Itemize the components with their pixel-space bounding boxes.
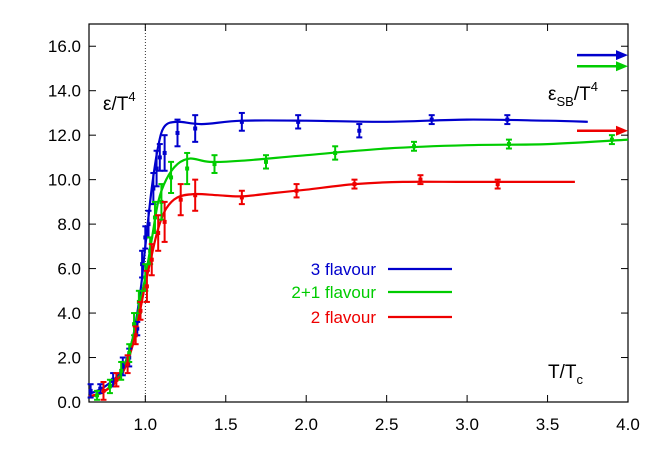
- sb-limit-label-tail: /T: [574, 84, 591, 105]
- two-plus-one-flavour-data-point: [143, 275, 148, 280]
- three-flavour-sb-arrow-head: [616, 50, 628, 61]
- three-flavour-data-point: [175, 130, 180, 135]
- three-flavour-data-point: [193, 126, 198, 131]
- x-tick-label: 2.0: [294, 415, 318, 434]
- two-plus-one-flavour-data-point: [333, 150, 338, 155]
- two-flavour-data-point: [178, 197, 183, 202]
- legend: 3 flavour 2+1 flavour 2 flavour: [291, 260, 452, 327]
- two-flavour-data-point: [125, 362, 130, 367]
- two-flavour-data-point: [149, 257, 154, 262]
- two-plus-one-flavour-data-point: [212, 162, 217, 167]
- y-axis-label: ε/T4: [103, 89, 136, 115]
- x-tick-label: 4.0: [616, 415, 640, 434]
- three-flavour-data-point: [140, 262, 145, 267]
- three-flavour-data-point: [357, 128, 362, 133]
- two-plus-one-flavour-data-point: [132, 322, 137, 327]
- two-flavour-sb-arrow-head: [616, 125, 628, 136]
- three-flavour-data-point: [111, 377, 116, 382]
- x-tick-label: 3.5: [536, 415, 560, 434]
- two-plus-one-flavour-data-point: [95, 393, 100, 398]
- sb-limit-label-sub: SB: [556, 94, 573, 109]
- x-tick-label: 2.5: [375, 415, 399, 434]
- y-tick-label: 0.0: [57, 393, 81, 412]
- points-group: [87, 111, 615, 401]
- y-tick-label: 2.0: [57, 349, 81, 368]
- three-flavour-legend-label: 3 flavour: [311, 260, 377, 279]
- two-plus-one-flavour-data-point: [107, 384, 112, 389]
- y-tick-label: 6.0: [57, 260, 81, 279]
- three-flavour-data-point: [120, 364, 125, 369]
- two-plus-one-flavour-data-point: [412, 144, 417, 149]
- two-flavour-data-point: [156, 231, 161, 236]
- sb-arrows-group: [577, 50, 628, 136]
- three-flavour-data-point: [151, 186, 156, 191]
- three-flavour-data-point: [239, 119, 244, 124]
- x-tick-label: 1.5: [214, 415, 238, 434]
- x-tick-label: 3.0: [455, 415, 479, 434]
- two-plus-one-flavour-data-point: [127, 351, 132, 356]
- plot-frame: [88, 23, 629, 403]
- plot-frame-group: [88, 23, 629, 403]
- two-flavour-data-point: [294, 188, 299, 193]
- y-axis-label-sup: 4: [128, 89, 135, 104]
- three-flavour-data-point: [162, 150, 167, 155]
- three-flavour-data-point: [429, 117, 434, 122]
- two-plus-one-flavour-data-point: [148, 248, 153, 253]
- three-flavour-data-point: [157, 155, 162, 160]
- ticks-group: 1.0 1.5 2.0 2.5 3.0 3.5 4.0 0.0 2.0 4.0 6.0 8.0 10.0…: [48, 24, 640, 434]
- two-plus-one-flavour-data-point: [263, 159, 268, 164]
- y-tick-label: 10.0: [48, 171, 81, 190]
- y-tick-label: 14.0: [48, 82, 81, 101]
- two-flavour-curve: [88, 180, 575, 398]
- three-flavour-data-point: [154, 166, 159, 171]
- x-axis-label-main: T/T: [548, 362, 577, 383]
- two-plus-one-flavour-data-point: [152, 215, 157, 220]
- two-plus-one-flavour-data-point: [185, 166, 190, 171]
- two-plus-one-flavour-data-point: [169, 175, 174, 180]
- y-tick-label: 12.0: [48, 126, 81, 145]
- two-flavour-data-point: [495, 182, 500, 187]
- three-flavour-data-point: [143, 235, 148, 240]
- two-flavour-legend-label: 2 flavour: [311, 308, 377, 327]
- three-flavour-data-point: [135, 326, 140, 331]
- sb-limit-label-main: ε: [548, 84, 557, 105]
- y-tick-label: 8.0: [57, 215, 81, 234]
- y-tick-label: 4.0: [57, 304, 81, 323]
- two-plus-one-flavour-data-point: [609, 137, 614, 142]
- two-plus-one-flavour-data-point: [506, 142, 511, 147]
- x-axis-label: T/Tc: [548, 362, 584, 387]
- two-flavour-data-point: [144, 284, 149, 289]
- two-flavour-data-point: [239, 195, 244, 200]
- two-flavour-data-point: [101, 388, 106, 393]
- three-flavour-data-point: [296, 119, 301, 124]
- three-flavour-data-point: [98, 386, 103, 391]
- two-flavour-data-point: [352, 182, 357, 187]
- two-flavour-data-point: [193, 193, 198, 198]
- sb-limit-label: εSB/T4: [548, 79, 598, 109]
- two-plus-one-flavour-sb-arrow-head: [616, 61, 628, 72]
- two-plus-one-flavour-legend-label: 2+1 flavour: [291, 283, 376, 302]
- x-tick-label: 1.0: [133, 415, 157, 434]
- two-flavour-data-point: [162, 219, 167, 224]
- y-tick-label: 16.0: [48, 37, 81, 56]
- x-axis-label-sub: c: [577, 372, 584, 387]
- sb-limit-label-sup: 4: [591, 79, 598, 94]
- two-flavour-data-point: [133, 333, 138, 338]
- two-flavour-data-point: [418, 177, 423, 182]
- three-flavour-data-point: [146, 222, 151, 227]
- two-plus-one-flavour-data-point: [119, 368, 124, 373]
- two-flavour-data-point: [138, 308, 143, 313]
- two-plus-one-flavour-data-point: [159, 199, 164, 204]
- three-flavour-data-point: [88, 388, 93, 393]
- three-flavour-data-point: [505, 117, 510, 122]
- y-axis-label-main: ε/T: [103, 94, 129, 115]
- two-flavour-data-point: [114, 377, 119, 382]
